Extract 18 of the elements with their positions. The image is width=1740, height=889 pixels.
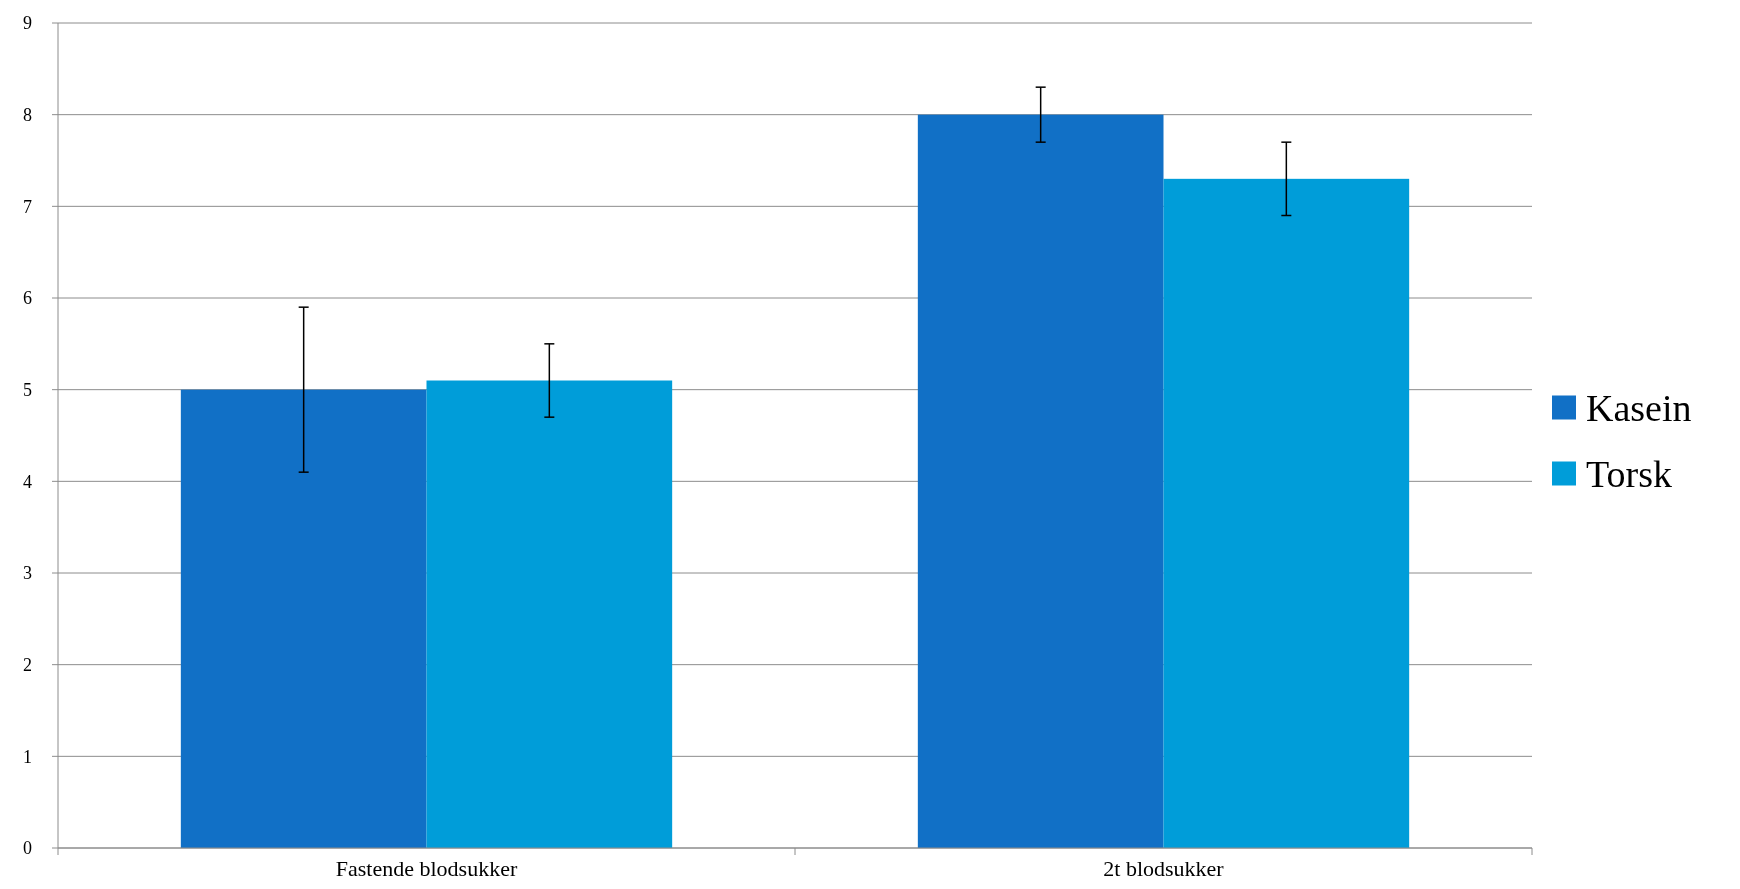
bar [917, 114, 1164, 848]
y-tick-label: 8 [23, 104, 32, 125]
y-tick-label: 0 [23, 838, 32, 859]
y-tick-label: 1 [23, 746, 32, 767]
y-tick-label: 9 [23, 13, 32, 34]
y-tick-label: 4 [23, 471, 32, 492]
legend-label: Kasein [1586, 386, 1692, 429]
bar [1163, 178, 1410, 848]
y-tick-label: 5 [23, 379, 32, 400]
bar [426, 380, 673, 848]
y-tick-label: 6 [23, 288, 32, 309]
x-tick-label: Fastende blodsukker [335, 856, 518, 881]
bar [180, 389, 427, 848]
y-tick-label: 3 [23, 563, 32, 584]
y-tick-label: 2 [23, 654, 32, 675]
legend-label: Torsk [1586, 452, 1673, 495]
x-tick-label: 2t blodsukker [1103, 856, 1225, 881]
y-tick-label: 7 [23, 196, 32, 217]
